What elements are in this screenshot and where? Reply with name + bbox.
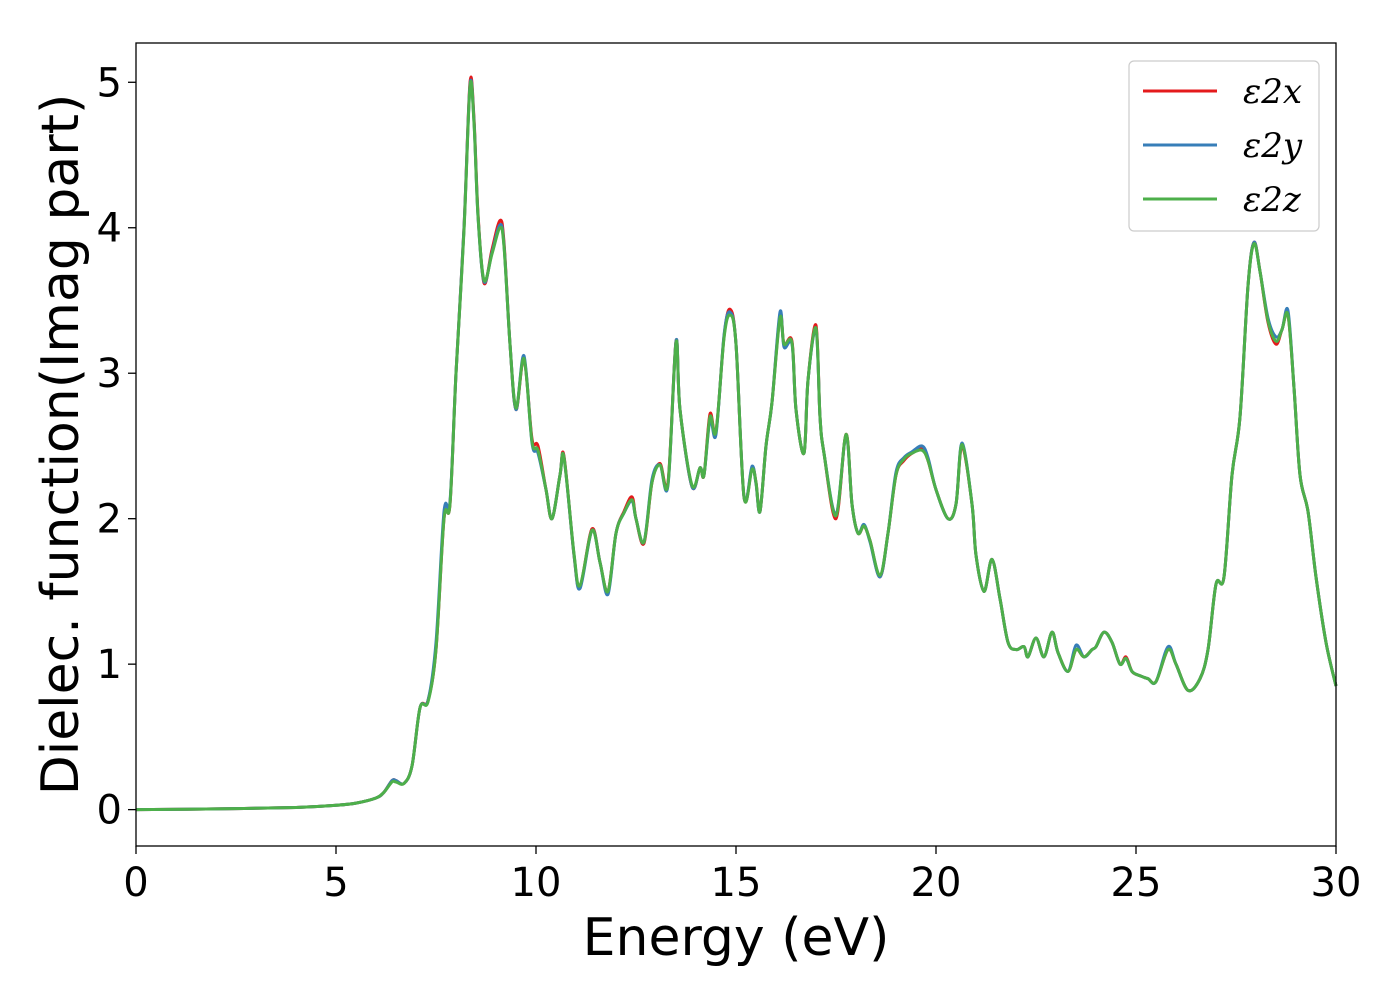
x-tick-label: 20 [911,860,962,906]
legend: ε2x ε2y ε2z [1128,60,1320,232]
y-tick-label: 3 [97,351,122,397]
x-axis-title: Energy (eV) [583,908,890,968]
ticks-layer: 0 5 10 15 20 25 30 0 1 2 3 4 5 [97,60,1362,906]
y-tick-label: 4 [97,206,122,252]
legend-box [1128,60,1320,232]
series-layer [135,75,1338,812]
y-tick-label: 1 [97,642,122,688]
legend-label-2: ε2y [1243,126,1303,166]
y-axis-title: Dielec. function(Imag part) [31,94,91,796]
x-tick-label: 0 [123,860,148,906]
x-tick-label: 15 [711,860,762,906]
legend-label-3: ε2z [1243,180,1302,220]
y-tick-label: 2 [97,497,122,543]
x-tick-label: 10 [511,860,562,906]
y-tick-label: 5 [97,60,122,106]
x-tick-label: 5 [323,860,348,906]
y-tick-label: 0 [97,788,122,834]
x-tick-label: 25 [1111,860,1162,906]
series-line-3 [135,80,1338,812]
legend-label-1: ε2x [1243,72,1302,112]
x-tick-label: 30 [1311,860,1362,906]
